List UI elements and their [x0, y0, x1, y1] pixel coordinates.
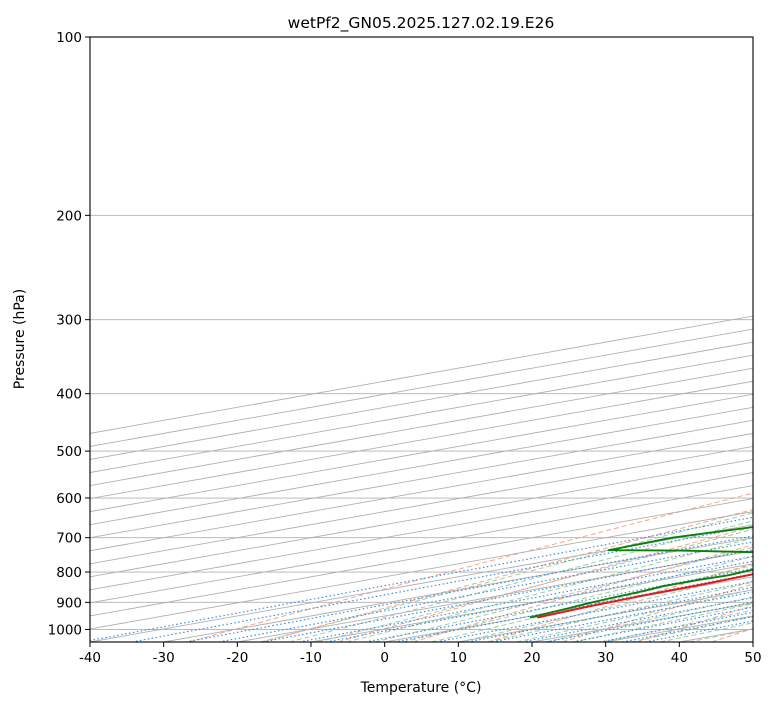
mixing-ratio-line	[492, 591, 753, 642]
x-tick-label: -10	[300, 650, 322, 666]
mixing-ratio-lines	[90, 516, 753, 642]
plot-frame	[89, 36, 754, 643]
y-tick-label: 400	[56, 387, 82, 403]
dry-adiabat-line	[338, 526, 753, 642]
x-tick-label: -30	[153, 650, 175, 666]
mixing-ratio-line	[467, 586, 753, 642]
x-tick-label: 40	[671, 650, 688, 666]
x-tick-label: 30	[597, 650, 614, 666]
isotherm-line	[90, 432, 753, 552]
x-tick-label: -20	[226, 650, 248, 666]
moist-adiabat-line	[660, 622, 753, 642]
x-tick-label: 0	[380, 650, 389, 666]
x-tick-label: -40	[79, 650, 101, 666]
isotherm-line	[90, 498, 753, 617]
dry-adiabat-line	[188, 492, 753, 642]
y-axis-label: Pressure (hPa)	[12, 289, 28, 389]
moist-adiabat-line	[573, 603, 753, 642]
y-tick-label: 1000	[48, 622, 82, 638]
mixing-ratio-line	[521, 597, 753, 642]
y-tick-label: 300	[56, 313, 82, 329]
isotherm-line	[90, 472, 753, 591]
isotherms	[90, 315, 753, 642]
mixing-ratio-line	[299, 555, 753, 642]
dry-adiabat-line	[487, 563, 753, 642]
mixing-ratio-line	[572, 606, 753, 642]
dry-adiabats	[188, 492, 753, 642]
moist-adiabat-line	[402, 555, 753, 642]
mixing-ratio-line	[131, 525, 753, 642]
isotherm-line	[90, 315, 753, 434]
dewpoint-line	[529, 526, 753, 619]
isotherm-line	[163, 537, 753, 642]
x-axis-ticks: -40 -30 -20 -10 0 10 20 30 40 50	[79, 642, 762, 666]
x-axis-label: Temperature (°C)	[360, 680, 482, 696]
mixing-ratio-line	[436, 580, 753, 642]
isotherm-line	[90, 328, 753, 447]
x-tick-label: 50	[744, 650, 761, 666]
moist-adiabat-line	[459, 573, 753, 642]
sounding-series	[529, 526, 753, 619]
mixing-ratio-line	[185, 535, 753, 642]
isotherm-line	[90, 459, 753, 578]
isotherm-line	[90, 445, 753, 565]
moist-adiabat-line	[544, 596, 753, 642]
plot-area: 0.10.20.40.611.52346810131620253036-100-…	[90, 37, 753, 642]
isotherm-line	[90, 485, 753, 604]
y-tick-label: 200	[56, 208, 82, 224]
y-tick-label: 700	[56, 531, 82, 547]
y-tick-label: 600	[56, 491, 82, 507]
y-tick-label: 800	[56, 565, 82, 581]
mixing-ratio-line	[325, 560, 753, 642]
x-tick-label: 20	[523, 650, 540, 666]
mixing-ratio-line	[90, 516, 753, 642]
pressure-gridlines	[90, 37, 753, 630]
moist-adiabat-line	[374, 546, 753, 642]
moist-adiabat-line	[288, 520, 753, 642]
chart-title: wetPf2_GN05.2025.127.02.19.E26	[288, 14, 555, 33]
y-tick-label: 900	[56, 595, 82, 611]
y-tick-label: 500	[56, 444, 82, 460]
y-tick-label: 100	[56, 30, 82, 46]
x-tick-label: 10	[450, 650, 467, 666]
mixing-ratio-line	[546, 601, 753, 642]
isotherm-line	[90, 524, 753, 642]
isotherm-line	[90, 511, 753, 630]
isotherm-line	[752, 641, 753, 642]
y-axis-ticks: 100 200 300 400 500 600 700 800 900 1000	[48, 30, 90, 638]
